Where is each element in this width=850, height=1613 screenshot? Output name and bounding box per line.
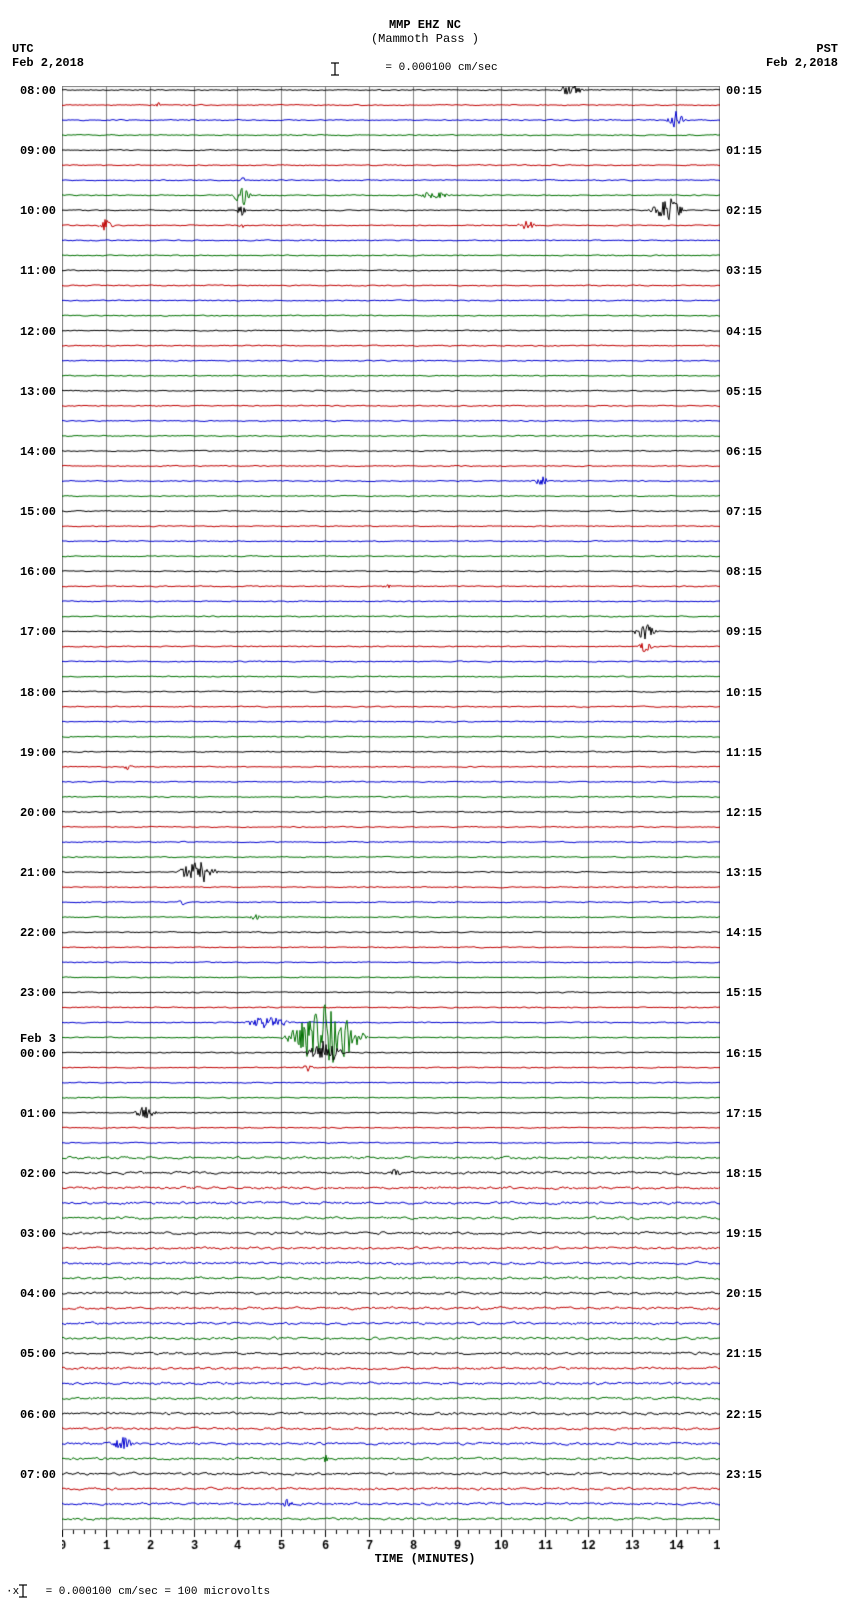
time-label-right: 08:15 bbox=[726, 565, 762, 579]
time-label-left: 16:00 bbox=[20, 565, 56, 579]
time-label-right: 16:15 bbox=[726, 1047, 762, 1061]
time-label-left: 14:00 bbox=[20, 445, 56, 459]
xaxis-label: TIME (MINUTES) bbox=[0, 1552, 850, 1566]
time-label-right: 21:15 bbox=[726, 1347, 762, 1361]
time-label-right: 14:15 bbox=[726, 926, 762, 940]
time-label-right: 15:15 bbox=[726, 986, 762, 1000]
time-label-left: 18:00 bbox=[20, 686, 56, 700]
tz-left-label: UTC bbox=[12, 42, 84, 56]
seismogram-plot bbox=[62, 86, 720, 1560]
time-label-right: 17:15 bbox=[726, 1107, 762, 1121]
time-label-right: 20:15 bbox=[726, 1287, 762, 1301]
station-name: (Mammoth Pass ) bbox=[0, 32, 850, 46]
time-label-left: 09:00 bbox=[20, 144, 56, 158]
seismogram-page: MMP EHZ NC (Mammoth Pass ) UTC Feb 2,201… bbox=[0, 0, 850, 1613]
time-label-left: 03:00 bbox=[20, 1227, 56, 1241]
time-label-left: 13:00 bbox=[20, 385, 56, 399]
tz-right-label: PST bbox=[766, 42, 838, 56]
time-label-left: 04:00 bbox=[20, 1287, 56, 1301]
time-label-left: 12:00 bbox=[20, 325, 56, 339]
time-label-right: 10:15 bbox=[726, 686, 762, 700]
time-label-left: 05:00 bbox=[20, 1347, 56, 1361]
time-label-left: 17:00 bbox=[20, 625, 56, 639]
footer-text: = 0.000100 cm/sec = 100 microvolts bbox=[46, 1586, 270, 1598]
time-label-left: 00:00 bbox=[20, 1047, 56, 1061]
time-label-left: 11:00 bbox=[20, 264, 56, 278]
time-label-right: 06:15 bbox=[726, 445, 762, 459]
time-label-left: 01:00 bbox=[20, 1107, 56, 1121]
time-label-right: 07:15 bbox=[726, 505, 762, 519]
time-label-right: 19:15 bbox=[726, 1227, 762, 1241]
time-label-left: 02:00 bbox=[20, 1167, 56, 1181]
time-label-left: 15:00 bbox=[20, 505, 56, 519]
time-label-right: 09:15 bbox=[726, 625, 762, 639]
time-label-left: 10:00 bbox=[20, 204, 56, 218]
time-label-right: 05:15 bbox=[726, 385, 762, 399]
station-code: MMP EHZ NC bbox=[0, 18, 850, 32]
time-label-right: 03:15 bbox=[726, 264, 762, 278]
time-label-left: Feb 3 bbox=[20, 1032, 56, 1046]
time-label-right: 01:15 bbox=[726, 144, 762, 158]
time-label-left: 23:00 bbox=[20, 986, 56, 1000]
time-label-right: 22:15 bbox=[726, 1408, 762, 1422]
time-label-right: 04:15 bbox=[726, 325, 762, 339]
time-label-left: 07:00 bbox=[20, 1468, 56, 1482]
time-label-right: 00:15 bbox=[726, 84, 762, 98]
scale-text-top-value: = 0.000100 cm/sec bbox=[385, 62, 497, 74]
time-label-left: 08:00 bbox=[20, 84, 56, 98]
time-label-right: 23:15 bbox=[726, 1468, 762, 1482]
time-label-left: 21:00 bbox=[20, 866, 56, 880]
time-label-left: 19:00 bbox=[20, 746, 56, 760]
time-label-right: 13:15 bbox=[726, 866, 762, 880]
footer-scale-text: ·x = 0.000100 cm/sec = 100 microvolts bbox=[6, 1586, 270, 1598]
footer-prefix: ·x bbox=[6, 1586, 19, 1598]
time-label-right: 12:15 bbox=[726, 806, 762, 820]
time-label-left: 06:00 bbox=[20, 1408, 56, 1422]
header: MMP EHZ NC (Mammoth Pass ) bbox=[0, 18, 850, 46]
time-label-right: 11:15 bbox=[726, 746, 762, 760]
time-label-right: 02:15 bbox=[726, 204, 762, 218]
time-label-right: 18:15 bbox=[726, 1167, 762, 1181]
time-label-left: 20:00 bbox=[20, 806, 56, 820]
scale-text-top: = 0.000100 cm/sec bbox=[0, 62, 850, 74]
time-label-left: 22:00 bbox=[20, 926, 56, 940]
